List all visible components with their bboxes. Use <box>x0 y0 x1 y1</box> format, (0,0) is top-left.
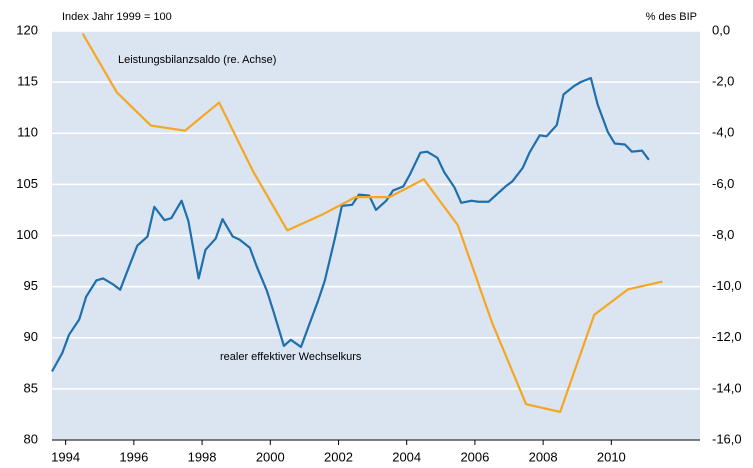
y2-tick-label: -14,0 <box>712 380 742 395</box>
y-tick-label: 110 <box>17 125 38 140</box>
y-tick-label: 100 <box>16 227 38 242</box>
series-line <box>81 33 663 413</box>
y-tick-label: 85 <box>24 380 38 395</box>
y2-tick-label: -6,0 <box>712 176 734 191</box>
right-axis-label: % des BIP <box>646 11 697 23</box>
x-tick-label: 1998 <box>188 449 217 464</box>
series-line <box>51 76 650 373</box>
y-tick-label: 120 <box>16 22 38 37</box>
y2-tick-label: -2,0 <box>712 74 734 89</box>
x-tick-label: 1994 <box>51 449 80 464</box>
series-label: Leistungsbilanzsaldo (re. Achse) <box>118 54 276 66</box>
x-tick-label: 2000 <box>256 449 285 464</box>
y-tick-label: 115 <box>17 74 38 89</box>
x-tick-label: 2008 <box>529 449 558 464</box>
x-tick-label: 2006 <box>460 449 489 464</box>
y2-tick-label: -10,0 <box>712 278 742 293</box>
y-tick-label: 105 <box>16 176 38 191</box>
y2-tick-label: -4,0 <box>712 125 734 140</box>
y2-tick-label: -8,0 <box>712 227 734 242</box>
y2-tick-label: 0,0 <box>712 22 730 37</box>
series-label: realer effektiver Wechselkurs <box>220 351 362 363</box>
y-tick-label: 90 <box>24 329 38 344</box>
y2-tick-label: -12,0 <box>712 329 742 344</box>
x-tick-label: 1996 <box>119 449 148 464</box>
y2-tick-label: -16,0 <box>712 431 742 446</box>
x-tick-label: 2004 <box>392 449 421 464</box>
x-tick-label: 2010 <box>597 449 626 464</box>
y-tick-label: 95 <box>24 278 38 293</box>
x-tick-label: 2002 <box>324 449 353 464</box>
y-tick-label: 80 <box>24 431 38 446</box>
left-axis-label: Index Jahr 1999 = 100 <box>62 11 172 23</box>
